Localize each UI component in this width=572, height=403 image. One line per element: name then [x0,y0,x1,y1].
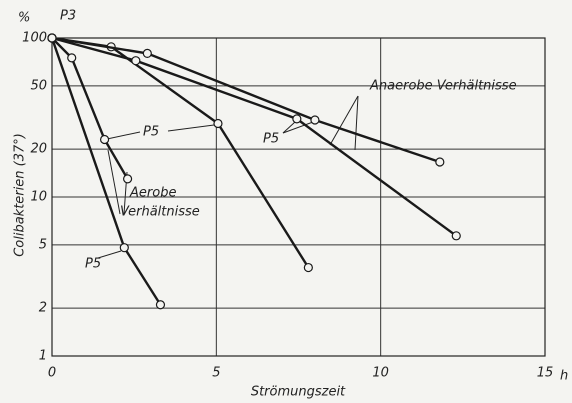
line [51,36,457,237]
line [51,37,129,180]
leader-lines [97,95,359,259]
plot-frame [51,37,546,357]
x-axis-label: Strömungszeit [251,385,346,400]
annotation: P5 [143,125,159,140]
annotation: Aerobe [129,186,176,201]
y-axis-label: Colibakterien (37°) [13,133,28,257]
line [51,36,441,164]
y-tick-label: 5 [39,237,47,252]
x-tick-label: 15 [537,366,554,381]
point [292,114,302,124]
y-tick-label: 1 [39,349,47,364]
annotation: Anaerobe Verhältnisse [369,79,517,94]
y-tick-label: 100 [22,31,47,46]
point [122,174,133,184]
line [50,37,162,306]
leader-line [282,121,296,134]
point [47,33,57,43]
point [99,134,110,145]
point [119,243,129,253]
leader-line [106,131,141,140]
y-tick-label: 10 [30,190,47,205]
point [142,48,152,59]
x-tick-label: 10 [372,366,389,381]
point [67,53,77,63]
y-unit: % [18,11,30,26]
leader-line [329,95,359,146]
leader-line [167,124,215,132]
point [310,115,320,125]
leader-line [97,250,122,259]
point [435,157,445,167]
point [303,262,313,273]
leader-line [107,149,121,215]
y-tick-label: 20 [30,142,47,157]
annotation: P5 [263,132,279,147]
x-tick-label: 5 [212,366,220,381]
annotation: Verhältnisse [120,205,200,220]
leader-line [354,95,359,151]
point [131,56,141,66]
point [213,118,223,129]
leader-line [282,121,314,134]
point [155,300,166,310]
point [451,231,461,241]
y-tick-label: 50 [30,78,47,93]
y-tick-label: 2 [39,301,47,316]
x-tick-label: 0 [48,366,56,381]
annotation: P3 [60,9,76,24]
x-unit: h [560,369,568,384]
annotation: P5 [85,257,101,272]
